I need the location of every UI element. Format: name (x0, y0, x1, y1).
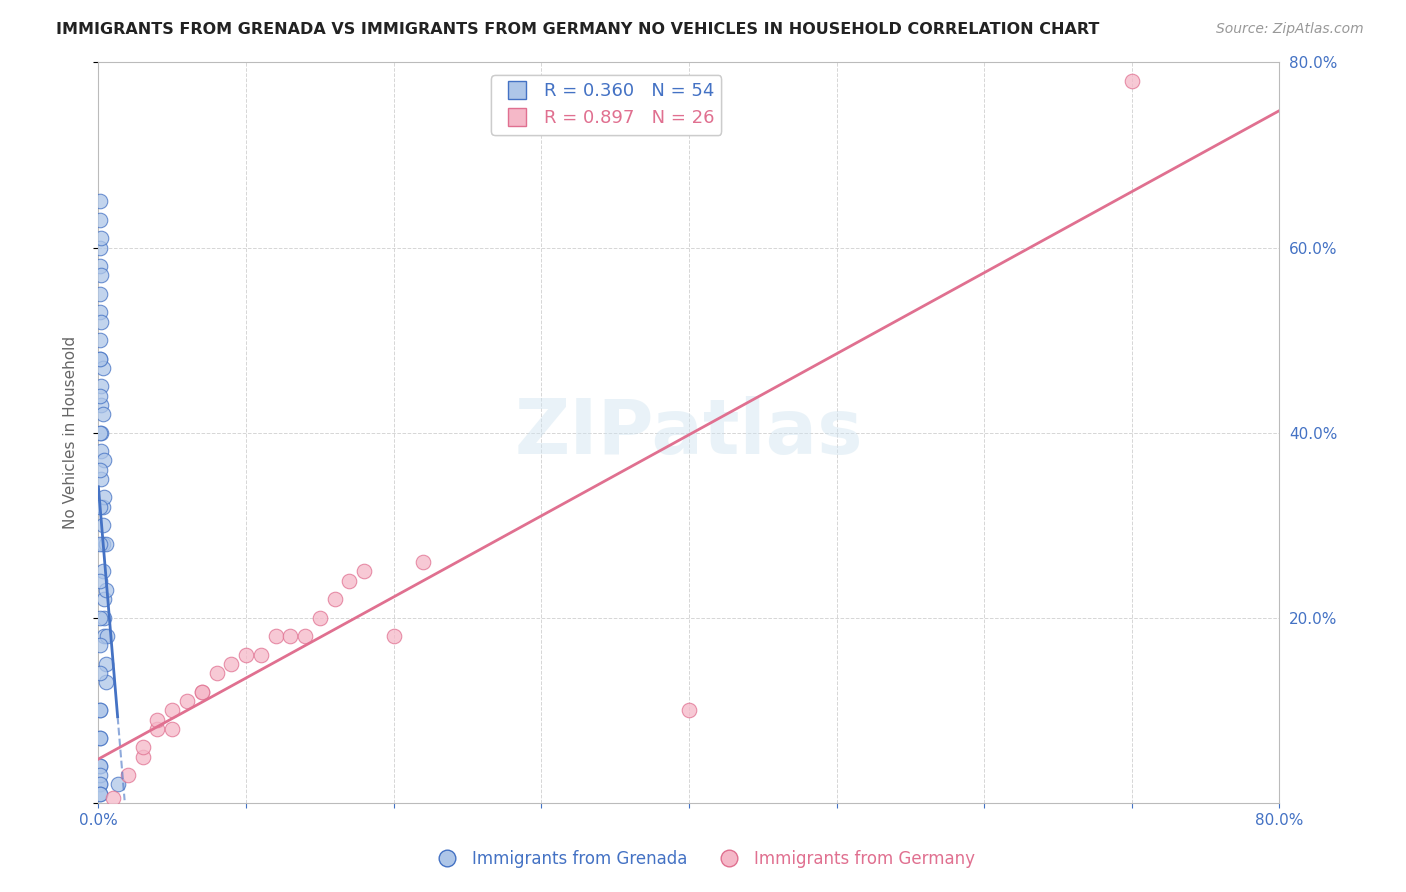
Point (89, 259, 111, 273)
Point (91, 565, 114, 579)
Point (205, 666, 228, 681)
Point (339, 574, 361, 588)
Point (89, 731, 111, 745)
Point (1121, 74, 1143, 88)
Point (323, 592, 346, 607)
Point (89, 758, 111, 772)
Point (91, 518, 114, 533)
Point (89, 703, 111, 717)
Point (382, 629, 405, 643)
Point (250, 648, 273, 662)
Point (103, 791, 125, 805)
Point (91, 500, 114, 514)
Point (89, 194, 111, 209)
Legend: Immigrants from Grenada, Immigrants from Germany: Immigrants from Grenada, Immigrants from… (425, 844, 981, 875)
Point (89, 787, 111, 801)
Text: Source: ZipAtlas.com: Source: ZipAtlas.com (1216, 22, 1364, 37)
Point (90, 425, 112, 440)
Point (89, 240, 111, 255)
Point (89, 286, 111, 301)
Point (162, 722, 183, 736)
Point (89, 777, 111, 791)
Point (96, 629, 118, 643)
Point (89, 703, 111, 717)
Point (93, 491, 115, 505)
Point (89, 305, 111, 319)
Point (89, 574, 111, 588)
Point (264, 629, 287, 643)
Point (678, 703, 700, 717)
Point (89, 777, 111, 791)
Text: IMMIGRANTS FROM GRENADA VS IMMIGRANTS FROM GERMANY NO VEHICLES IN HOUSEHOLD CORR: IMMIGRANTS FROM GRENADA VS IMMIGRANTS FR… (56, 22, 1099, 37)
Point (89, 768, 111, 782)
Point (94, 582, 117, 597)
Point (89, 610, 111, 624)
Point (412, 555, 434, 569)
Point (89, 731, 111, 745)
Point (146, 722, 169, 736)
Point (90, 231, 112, 245)
Point (89, 536, 111, 550)
Point (353, 565, 375, 579)
Point (89, 787, 111, 801)
Point (91, 360, 114, 375)
Point (94, 675, 117, 690)
Point (294, 629, 316, 643)
Point (221, 657, 243, 671)
Point (90, 444, 112, 458)
Point (93, 629, 115, 643)
Point (93, 592, 115, 607)
Point (90, 314, 112, 328)
Point (89, 333, 111, 347)
Point (89, 500, 111, 514)
Point (146, 713, 169, 727)
Point (235, 648, 257, 662)
Point (90, 268, 112, 283)
Point (89, 388, 111, 402)
Point (93, 453, 115, 467)
Point (176, 694, 198, 708)
Point (280, 629, 302, 643)
Point (93, 610, 115, 624)
Point (89, 212, 111, 227)
Point (89, 666, 111, 681)
Point (90, 472, 112, 486)
Point (107, 777, 129, 791)
Point (89, 758, 111, 772)
Point (90, 398, 112, 412)
Point (117, 768, 139, 782)
Point (191, 685, 214, 699)
Point (89, 425, 111, 440)
Point (132, 740, 155, 755)
Point (89, 639, 111, 653)
Point (91, 407, 114, 421)
Point (91, 536, 114, 550)
Point (94, 536, 117, 550)
Y-axis label: No Vehicles in Household: No Vehicles in Household (63, 336, 77, 529)
Point (90, 379, 112, 393)
Point (309, 610, 332, 624)
Legend: R = 0.360   N = 54, R = 0.897   N = 26: R = 0.360 N = 54, R = 0.897 N = 26 (491, 75, 721, 135)
Text: ZIPatlas: ZIPatlas (515, 396, 863, 469)
Point (162, 703, 183, 717)
Point (132, 749, 155, 764)
Point (191, 685, 214, 699)
Point (89, 351, 111, 366)
Point (89, 351, 111, 366)
Point (89, 462, 111, 476)
Point (94, 657, 117, 671)
